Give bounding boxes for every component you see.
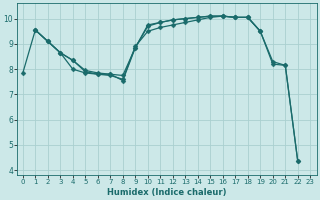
X-axis label: Humidex (Indice chaleur): Humidex (Indice chaleur) xyxy=(107,188,226,197)
